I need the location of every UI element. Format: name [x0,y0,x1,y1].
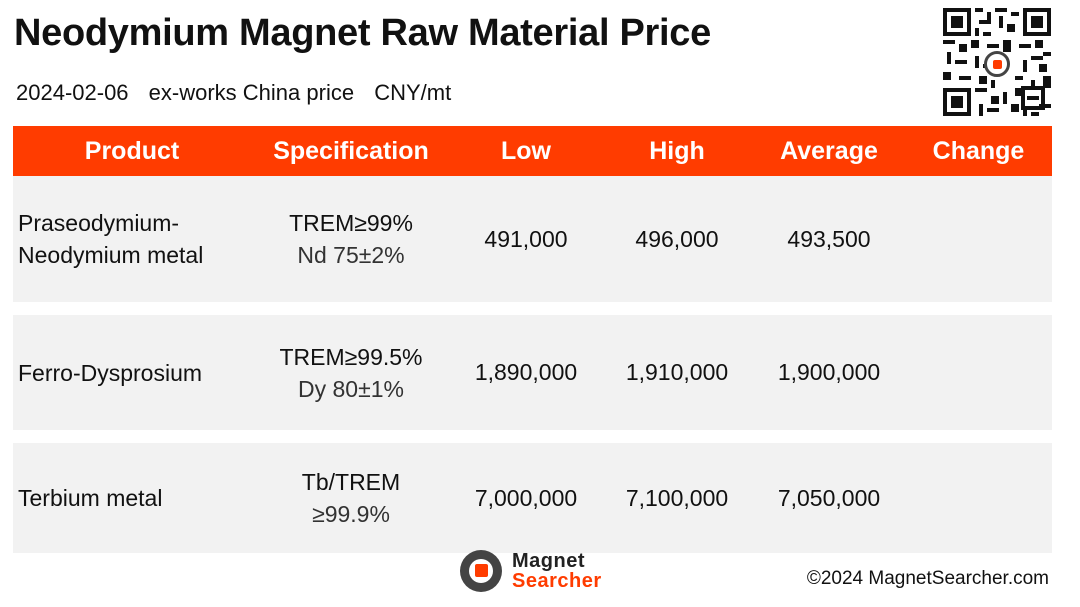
product-line: Ferro-Dysprosium [18,359,203,386]
low-price: 1,890,000 [474,359,578,385]
table-row: Terbium metal Tb/TREM ≥99.9% 7,000,000 7… [13,443,1052,553]
spec-line: TREM≥99.5% [279,343,423,370]
qr-code-icon [943,8,1051,116]
spec-line: Nd 75±2% [297,242,405,268]
table-row: Ferro-Dysprosium TREM≥99.5% Dy 80±1% 1,8… [13,315,1052,430]
logo-line-2: Searcher [512,570,602,592]
logo-wordmark: Magnet Searcher [512,551,602,591]
spec-line: TREM≥99% [289,210,413,236]
product-cell: Ferro-Dysprosium [13,357,251,389]
spec-cell: TREM≥99.5% Dy 80±1% [251,341,451,405]
logo-line-1: Magnet [512,550,585,572]
qr-center-logo-icon [984,51,1010,77]
product-line: Neodymium metal [18,242,204,268]
low-price: 7,000,000 [474,484,578,511]
copyright-text: ©2024 MagnetSearcher.com [806,568,1049,589]
header-low: Low [501,136,551,165]
header-product: Product [84,136,180,165]
average-price: 493,500 [787,225,871,252]
table-header: Product Specification Low High Average C… [13,126,1052,176]
subtitle: 2024-02-06 ex-works China price CNY/mt [16,80,465,106]
page-title: Neodymium Magnet Raw Material Price [14,12,711,54]
price-date: 2024-02-06 [16,80,129,105]
low-price: 491,000 [484,225,568,252]
high-price: 1,910,000 [625,359,729,385]
spec-line: Dy 80±1% [298,375,404,402]
price-unit: CNY/mt [374,80,452,105]
product-line: Praseodymium- [18,210,180,236]
product-line: Terbium metal [18,485,163,511]
average-price: 7,050,000 [777,484,881,511]
table-row: Praseodymium- Neodymium metal TREM≥99% N… [13,176,1052,302]
header-average: Average [780,136,878,165]
header-change: Change [932,136,1025,165]
average-price: 1,900,000 [777,359,881,385]
product-cell: Terbium metal [13,482,251,514]
spec-line: ≥99.9% [312,501,390,527]
high-price: 7,100,000 [625,484,729,511]
magnet-searcher-logo: Magnet Searcher [460,550,602,592]
header-high: High [649,136,705,165]
spec-cell: TREM≥99% Nd 75±2% [251,207,451,271]
spec-line: Tb/TREM [301,469,401,495]
high-price: 496,000 [635,225,719,252]
price-basis: ex-works China price [148,80,355,105]
product-cell: Praseodymium- Neodymium metal [13,207,251,271]
magnet-searcher-logo-icon [460,550,502,592]
price-table: Product Specification Low High Average C… [13,126,1052,553]
header-specification: Specification [273,136,429,165]
spec-cell: Tb/TREM ≥99.9% [251,466,451,530]
